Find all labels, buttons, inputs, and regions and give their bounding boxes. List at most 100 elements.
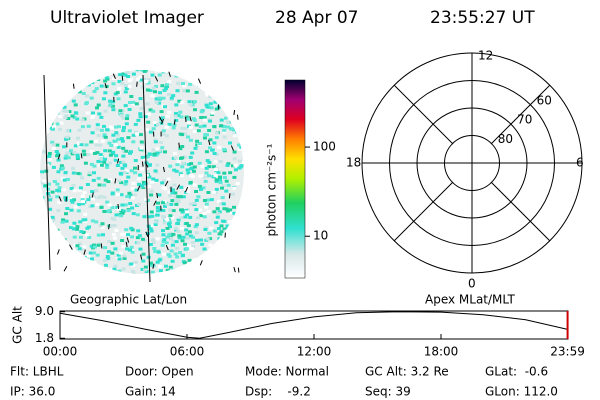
pixel [171, 94, 176, 98]
pixel [120, 137, 124, 141]
pixel [49, 196, 54, 200]
pixel [211, 165, 216, 169]
pixel [62, 259, 67, 263]
pixel [182, 266, 187, 269]
pixel [63, 116, 68, 119]
pixel [208, 138, 213, 142]
pixel [233, 168, 238, 172]
pixel [182, 89, 187, 93]
pixel [218, 181, 223, 185]
axis [393, 84, 454, 145]
pixel [173, 114, 178, 118]
pixel [114, 131, 119, 135]
pixel [227, 245, 231, 249]
pixel [189, 247, 194, 251]
pixel [116, 145, 121, 149]
pixel [221, 70, 226, 74]
pixel [51, 218, 56, 222]
pixel [65, 178, 70, 181]
pixel [84, 143, 89, 147]
pixel [83, 212, 88, 216]
pixel [222, 207, 227, 211]
pixel [145, 274, 149, 277]
pixel [89, 140, 94, 144]
pixel [212, 141, 217, 145]
pixel [72, 70, 77, 72]
pixel [160, 146, 165, 150]
pixel [238, 252, 243, 256]
pixel [221, 97, 226, 101]
pixel [63, 94, 68, 98]
pixel [158, 265, 162, 269]
pixel [112, 224, 117, 227]
pixel [148, 243, 153, 246]
pixel [219, 224, 224, 228]
pixel [134, 188, 139, 192]
pixel [165, 268, 170, 272]
pixel [40, 259, 44, 263]
pixel [165, 226, 170, 230]
pixel [196, 216, 200, 220]
pixel [172, 183, 177, 187]
pixel [90, 131, 95, 135]
pixel [231, 98, 236, 102]
pixel [68, 226, 73, 230]
pixel [162, 88, 167, 92]
pixel [57, 77, 62, 81]
pixel [226, 209, 230, 213]
pixel [185, 236, 190, 240]
pixel [120, 109, 125, 113]
pixel [217, 227, 221, 230]
pixel [148, 263, 153, 267]
pixel [87, 256, 92, 260]
pixel [156, 122, 161, 126]
pixel [205, 237, 210, 241]
pixel [205, 159, 210, 163]
pixel [222, 148, 227, 151]
pixel [158, 91, 162, 95]
pixel [206, 70, 211, 74]
pixel [179, 72, 184, 75]
pixel [159, 110, 164, 114]
pixel [47, 152, 52, 155]
pixel [179, 208, 183, 212]
pixel [237, 216, 242, 219]
pixel [55, 154, 60, 158]
pixel [192, 201, 197, 205]
pixel [73, 249, 78, 253]
pixel [135, 213, 140, 217]
pixel [129, 245, 134, 249]
pixel [153, 169, 158, 173]
pixel [57, 90, 62, 94]
pixel [230, 255, 234, 259]
pixel [244, 181, 248, 184]
pixel [57, 95, 62, 99]
pixel [243, 71, 244, 75]
pixel [75, 84, 79, 88]
pixel [171, 188, 176, 192]
pixel [133, 159, 138, 162]
pixel [139, 107, 144, 110]
pixel [49, 228, 54, 232]
pixel [207, 160, 212, 164]
pixel [105, 200, 110, 204]
pixel [194, 223, 199, 227]
pixel [155, 70, 160, 73]
pixel [169, 233, 174, 237]
pixel [204, 205, 209, 209]
pixel [64, 219, 69, 223]
pixel [81, 70, 86, 74]
contour [126, 237, 130, 243]
pixel [69, 256, 74, 260]
pixel [44, 260, 49, 264]
pixel [129, 95, 134, 98]
pixel [55, 111, 60, 115]
pixel [148, 261, 153, 265]
pixel [155, 206, 160, 209]
pixel [188, 215, 193, 219]
pixel [60, 220, 65, 224]
pixel [43, 226, 48, 230]
pixel [90, 197, 95, 201]
pixel [147, 175, 152, 179]
pixel [184, 272, 189, 274]
